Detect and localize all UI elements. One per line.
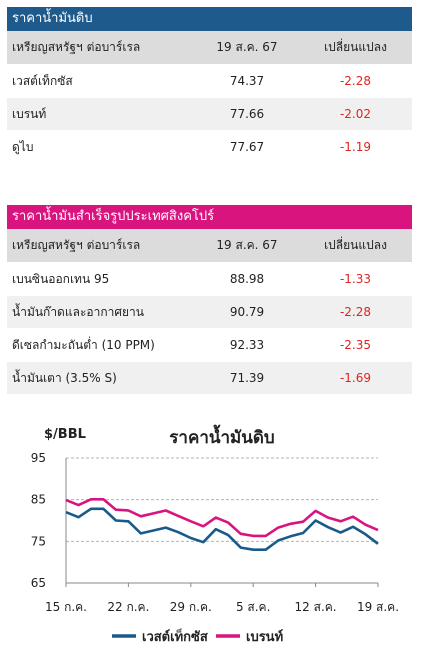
row-change: -1.69	[339, 371, 372, 385]
header-change: เปลี่ยนแปลง	[324, 238, 387, 252]
row-change: -1.19	[339, 140, 372, 154]
row-price: 92.33	[229, 338, 265, 352]
row-label: เวสต์เท็กซัส	[12, 73, 73, 88]
row-label: เบนซินออกเทน 95	[12, 271, 110, 286]
y-tick-label: 65	[31, 576, 46, 590]
crude-price-table: ราคาน้ำมันดิบ เหรียญสหรัฐฯ ต่อบาร์เรล 19…	[7, 7, 412, 164]
table-row: ดูไบ 77.67 -1.19	[7, 131, 412, 164]
table-row: เบนซินออกเทน 95 88.98 -1.33	[7, 263, 412, 296]
refined-table-header: เหรียญสหรัฐฯ ต่อบาร์เรล 19 ส.ค. 67 เปลี่…	[7, 229, 412, 263]
x-tick-label: 29 ก.ค.	[170, 600, 212, 614]
crude-table-header: เหรียญสหรัฐฯ ต่อบาร์เรล 19 ส.ค. 67 เปลี่…	[7, 31, 412, 65]
x-tick-label: 5 ส.ค.	[236, 600, 270, 614]
y-axis-label: $/BBL	[44, 427, 86, 442]
refined-price-table: ราคาน้ำมันสำเร็จรูปประเทศสิงคโปร์ เหรียญ…	[7, 205, 412, 395]
table-row: น้ำมันก๊าดและอากาศยาน 90.79 -2.28	[7, 296, 412, 329]
table-row: น้ำมันเตา (3.5% S) 71.39 -1.69	[7, 362, 412, 395]
chart-grid	[65, 457, 378, 584]
row-price: 77.66	[229, 107, 265, 121]
table-row: เบรนท์ 77.66 -2.02	[7, 98, 412, 131]
row-change: -2.28	[339, 74, 372, 88]
table-row: ดีเซลกำมะถันต่ำ (10 PPM) 92.33 -2.35	[7, 329, 412, 362]
x-tick-label: 22 ก.ค.	[107, 600, 149, 614]
x-tick-label: 19 ส.ค.	[357, 600, 399, 614]
row-price: 74.37	[229, 74, 265, 88]
series-line-0	[65, 507, 379, 551]
header-change: เปลี่ยนแปลง	[324, 40, 387, 54]
row-change: -2.02	[339, 107, 372, 121]
header-unit: เหรียญสหรัฐฯ ต่อบาร์เรล	[12, 238, 141, 252]
row-label: ดูไบ	[12, 139, 34, 154]
series-line-1	[65, 498, 379, 538]
table-row: เวสต์เท็กซัส 74.37 -2.28	[7, 65, 412, 98]
header-unit: เหรียญสหรัฐฯ ต่อบาร์เรล	[12, 40, 141, 54]
row-label: เบรนท์	[12, 106, 47, 121]
legend-label: เวสต์เท็กซัส	[142, 627, 208, 645]
crude-price-chart: $/BBL ราคาน้ำมันดิบ 95 85 75 65 15 ก.ค. 22 ก…	[0, 418, 426, 665]
row-change: -2.35	[339, 338, 372, 352]
row-price: 90.79	[229, 305, 265, 319]
row-label: ดีเซลกำมะถันต่ำ (10 PPM)	[12, 337, 155, 352]
chart-title: ราคาน้ำมันดิบ	[169, 424, 274, 448]
row-label: น้ำมันเตา (3.5% S)	[12, 370, 117, 385]
row-price: 77.67	[229, 140, 265, 154]
refined-table-title: ราคาน้ำมันสำเร็จรูปประเทศสิงคโปร์	[7, 205, 412, 229]
row-change: -2.28	[339, 305, 372, 319]
y-tick-label: 75	[31, 534, 46, 548]
row-label: น้ำมันก๊าดและอากาศยาน	[12, 304, 144, 319]
crude-table-title: ราคาน้ำมันดิบ	[7, 7, 412, 31]
x-tick-labels: 15 ก.ค. 22 ก.ค. 29 ก.ค. 5 ส.ค. 12 ส.ค. 19 ส.ค…	[45, 583, 399, 614]
chart-legend: เวสต์เท็กซัส เบรนท์	[112, 627, 283, 645]
x-tick-label: 12 ส.ค.	[295, 600, 337, 614]
y-tick-labels: 95 85 75 65	[31, 451, 46, 590]
header-date: 19 ส.ค. 67	[216, 238, 278, 252]
chart-svg: $/BBL ราคาน้ำมันดิบ 95 85 75 65 15 ก.ค. 22 ก…	[31, 424, 399, 645]
x-tick-label: 15 ก.ค.	[45, 600, 87, 614]
legend-label: เบรนท์	[246, 629, 283, 645]
header-date: 19 ส.ค. 67	[216, 40, 278, 54]
chart-series	[65, 498, 379, 551]
y-tick-label: 95	[31, 451, 46, 465]
y-tick-label: 85	[31, 493, 46, 507]
row-price: 88.98	[229, 272, 265, 286]
row-price: 71.39	[229, 371, 265, 385]
row-change: -1.33	[339, 272, 372, 286]
